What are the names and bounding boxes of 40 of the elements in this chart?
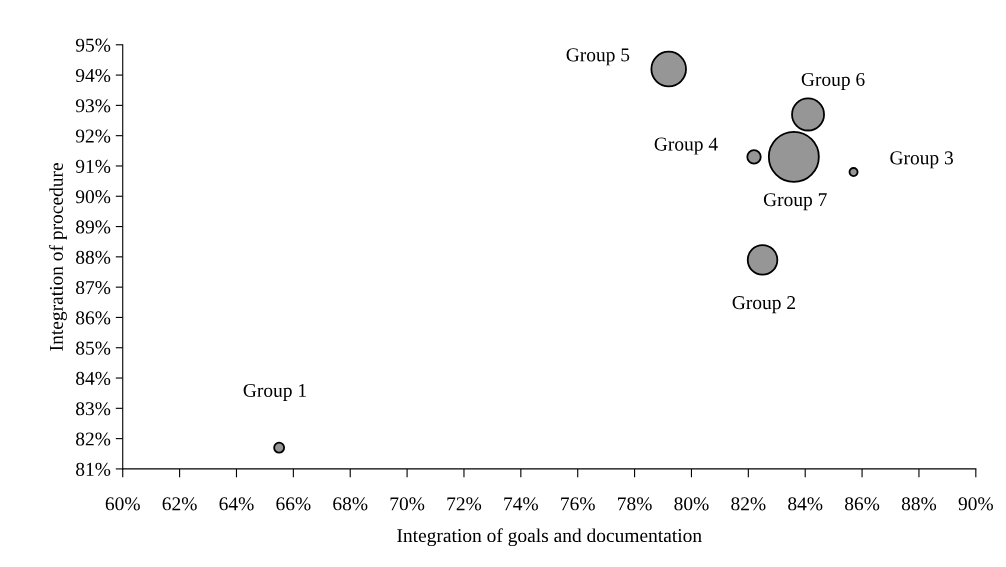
y-tick-label: 83%	[76, 402, 111, 416]
y-tick-label: 92%	[75, 129, 111, 143]
x-tick-label: 68%	[333, 497, 368, 511]
x-tick-label: 86%	[845, 497, 880, 511]
annotation: Group 1	[243, 383, 306, 401]
x-tick-label: 72%	[447, 497, 482, 511]
x-tick-label: 88%	[901, 497, 937, 511]
y-tick-label: 91%	[75, 159, 111, 173]
y-tick-label: 86%	[76, 311, 111, 325]
y-tick-label: 81%	[76, 462, 111, 476]
y-tick-label: 93%	[75, 99, 111, 113]
x-tick-label: 76%	[561, 497, 595, 511]
x-tick-label: 64%	[219, 497, 254, 511]
y-tick-label: 89%	[76, 220, 111, 234]
annotation: Group 6	[801, 72, 865, 90]
x-tick-label: 82%	[731, 497, 766, 511]
y-tick-label: 84%	[76, 371, 111, 386]
annotation: Group 4	[654, 137, 718, 155]
x-tick-label: 78%	[618, 497, 652, 511]
annotation: Group 7	[763, 193, 827, 211]
x-tick-label: 74%	[504, 497, 538, 511]
x-tick-label: 80%	[674, 497, 709, 511]
x-tick-label: 90%	[958, 497, 993, 511]
x-tick-label: 62%	[162, 497, 197, 511]
annotation: Group 3	[890, 151, 953, 169]
annotation: Group 2	[732, 296, 795, 314]
y-axis-title: Integration of procedure	[49, 163, 67, 351]
x-axis-title: Integration of goals and documentation	[397, 528, 702, 547]
annotation: Group 5	[566, 48, 630, 66]
y-tick-label: 82%	[76, 432, 111, 446]
x-tick-label: 84%	[788, 497, 823, 511]
x-tick-label: 70%	[390, 497, 425, 511]
x-tick-label: 60%	[105, 497, 140, 511]
y-tick-label: 88%	[76, 250, 111, 264]
y-tick-label: 90%	[75, 190, 111, 204]
y-tick-label: 95%	[75, 38, 111, 52]
y-tick-label: 85%	[76, 341, 111, 355]
x-tick-label: 66%	[276, 497, 311, 511]
y-tick-label: 87%	[76, 280, 111, 295]
y-tick-label: 94%	[75, 68, 111, 83]
